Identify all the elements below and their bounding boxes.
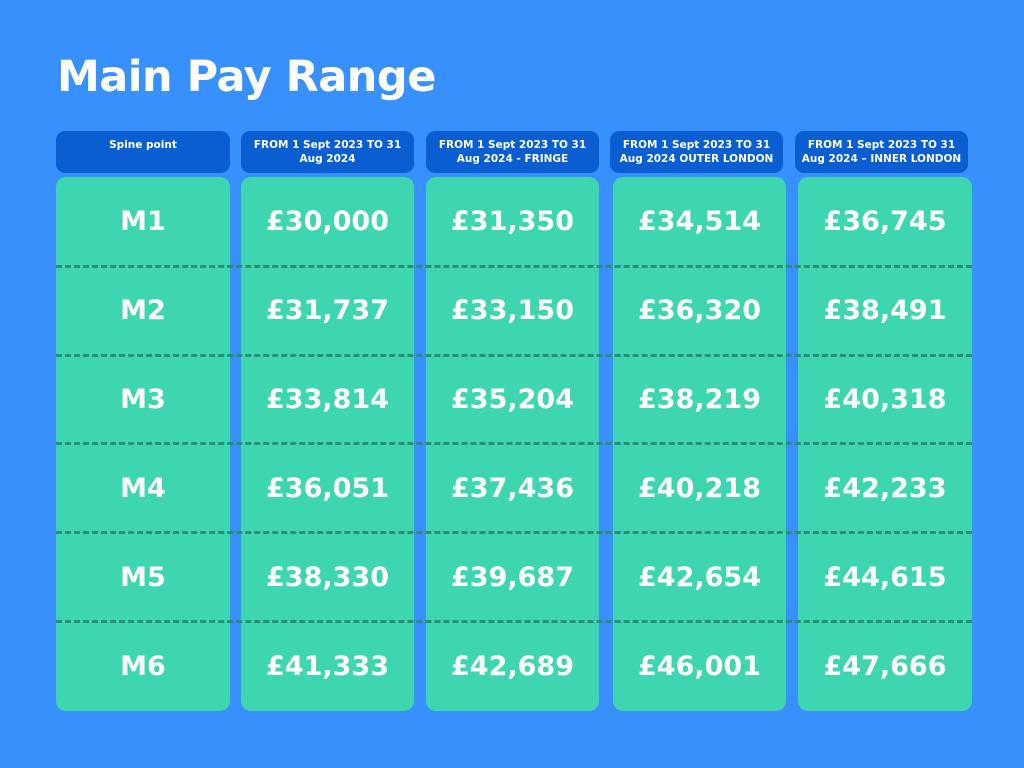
row-divider <box>56 354 972 357</box>
salary-cell: £33,814 <box>266 384 389 415</box>
salary-cell: £36,320 <box>638 295 761 326</box>
salary-cell: £44,615 <box>823 562 947 593</box>
row-divider <box>56 531 972 534</box>
row-divider <box>56 265 972 268</box>
page-title: Main Pay Range <box>57 52 436 102</box>
header-outer-london: FROM 1 Sept 2023 TO 31 Aug 2024 OUTER LO… <box>610 131 783 173</box>
salary-cell: £30,000 <box>266 206 389 237</box>
spine-cell: M2 <box>120 295 166 326</box>
salary-cell: £36,745 <box>823 206 947 237</box>
salary-cell: £31,350 <box>451 206 574 237</box>
header-spine-point: Spine point <box>56 131 230 173</box>
salary-cell: £40,218 <box>638 473 761 504</box>
salary-cell: £38,330 <box>266 562 389 593</box>
spine-cell: M5 <box>120 562 166 593</box>
salary-cell: £39,687 <box>451 562 574 593</box>
salary-cell: £46,001 <box>638 651 761 682</box>
row-divider <box>56 442 972 445</box>
salary-cell: £40,318 <box>823 384 947 415</box>
salary-cell: £34,514 <box>638 206 761 237</box>
salary-cell: £42,689 <box>451 651 574 682</box>
salary-cell: £42,654 <box>638 562 761 593</box>
salary-cell: £38,491 <box>823 295 947 326</box>
salary-cell: £38,219 <box>638 384 761 415</box>
salary-cell: £35,204 <box>451 384 574 415</box>
spine-cell: M4 <box>120 473 166 504</box>
salary-cell: £33,150 <box>451 295 574 326</box>
header-standard: FROM 1 Sept 2023 TO 31 Aug 2024 <box>241 131 414 173</box>
salary-cell: £42,233 <box>823 473 947 504</box>
spine-cell: M6 <box>120 651 166 682</box>
spine-cell: M1 <box>120 206 166 237</box>
salary-cell: £31,737 <box>266 295 389 326</box>
salary-cell: £37,436 <box>451 473 574 504</box>
header-inner-london: FROM 1 Sept 2023 TO 31 Aug 2024 – INNER … <box>795 131 968 173</box>
row-divider <box>56 620 972 623</box>
salary-cell: £47,666 <box>823 651 947 682</box>
spine-cell: M3 <box>120 384 166 415</box>
header-fringe: FROM 1 Sept 2023 TO 31 Aug 2024 - FRINGE <box>426 131 599 173</box>
salary-cell: £41,333 <box>266 651 389 682</box>
salary-cell: £36,051 <box>266 473 389 504</box>
